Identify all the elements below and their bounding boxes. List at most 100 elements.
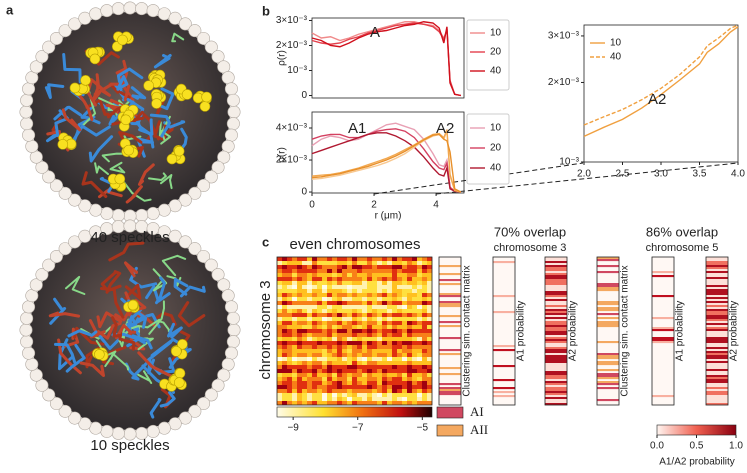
heatmap-cell — [282, 353, 288, 358]
heatmap-cell — [292, 321, 298, 326]
heatmap-cell — [302, 389, 308, 394]
heatmap-cell — [312, 385, 318, 390]
heatmap-cell — [312, 257, 318, 262]
heatmap-cell — [387, 389, 393, 394]
boundary-bead — [227, 105, 241, 119]
heatmap-cell — [292, 261, 298, 266]
heatmap-cell — [297, 365, 303, 370]
heatmap-cell — [387, 345, 393, 350]
heatmap-cell — [382, 389, 388, 394]
heatmap-cell — [307, 301, 313, 306]
heatmap-cell — [362, 337, 368, 342]
column-label: Clustering sim. contact matrix — [620, 265, 631, 396]
legend-label: 40 — [490, 163, 502, 174]
heatmap-cell — [287, 361, 293, 366]
heatmap-cell — [337, 373, 343, 378]
overlap: 70% overlap — [494, 224, 566, 239]
heatmap-cell — [347, 365, 353, 370]
heatmap-cell — [427, 361, 433, 366]
heatmap-cell — [317, 333, 323, 338]
heatmap-cell — [292, 265, 298, 270]
heatmap-cell — [302, 289, 308, 294]
heatmap-cell — [367, 309, 373, 314]
chromatin-fiber — [148, 300, 165, 335]
heatmap-cell — [307, 325, 313, 330]
heatmap-cell — [387, 397, 393, 402]
heatmap-cell — [377, 369, 383, 374]
boundary-bead — [58, 242, 72, 256]
y-tick-label: 2×10⁻³ — [548, 77, 580, 88]
heatmap-cell — [292, 301, 298, 306]
heatmap-cell — [352, 309, 358, 314]
heatmap-cell — [392, 321, 398, 326]
heatmap-cell — [382, 369, 388, 374]
heatmap-cell — [287, 393, 293, 398]
heatmap-cell — [357, 361, 363, 366]
heatmap-cell — [347, 385, 353, 390]
heatmap-cell — [367, 289, 373, 294]
data-line — [583, 26, 739, 138]
strip-band — [706, 319, 728, 322]
heatmap-cell — [407, 329, 413, 334]
heatmap-cell — [282, 297, 288, 302]
heatmap-cell — [407, 381, 413, 386]
boundary-bead — [42, 388, 56, 402]
heatmap-cell — [302, 285, 308, 290]
x-tick-label: 4.0 — [731, 169, 745, 180]
heatmap-cell — [352, 273, 358, 278]
heatmap-cell — [397, 321, 403, 326]
heatmap-cell — [402, 377, 408, 382]
heatmap-cell — [337, 265, 343, 270]
heatmap-cell — [337, 393, 343, 398]
heatmap-cell — [312, 309, 318, 314]
heatmap-cell — [327, 337, 333, 342]
heatmap-cell — [362, 401, 368, 406]
strip-band — [439, 367, 461, 370]
heatmap-cell — [372, 393, 378, 398]
strip-band — [597, 317, 619, 320]
heatmap-cell — [407, 293, 413, 298]
heatmap-cell — [382, 289, 388, 294]
heatmap-cell — [352, 293, 358, 298]
heatmap-cell — [347, 277, 353, 282]
heatmap-cell — [357, 337, 363, 342]
heatmap-cell — [392, 349, 398, 354]
heatmap-cell — [347, 269, 353, 274]
strip-band — [652, 327, 674, 330]
heatmap-cell — [417, 281, 423, 286]
heatmap-cell — [377, 273, 383, 278]
heatmap-cell — [317, 289, 323, 294]
heatmap-cell — [292, 389, 298, 394]
heatmap-cell — [282, 293, 288, 298]
strip-band — [439, 293, 461, 296]
heatmap-cell — [322, 333, 328, 338]
heatmap-cell — [287, 285, 293, 290]
heatmap-cell — [327, 317, 333, 322]
heatmap-cell — [327, 325, 333, 330]
heatmap-cell — [337, 337, 343, 342]
data-line — [311, 21, 462, 97]
strip-band — [706, 257, 728, 260]
overlap: 86% overlap — [646, 224, 718, 239]
strip-band — [652, 341, 674, 344]
heatmap-cell — [287, 329, 293, 334]
heatmap-cell — [382, 281, 388, 286]
boundary-bead — [197, 179, 211, 193]
heatmap-cell — [362, 285, 368, 290]
row-label: chromosome 3 — [257, 280, 274, 379]
heatmap-cell — [407, 373, 413, 378]
heatmap-cell — [312, 317, 318, 322]
strip-band — [545, 361, 567, 364]
heatmap-cell — [327, 365, 333, 370]
strip-band — [597, 283, 619, 286]
y-tick-label: 10⁻³ — [287, 65, 307, 76]
strip-band — [706, 331, 728, 334]
heatmap-cell — [292, 349, 298, 354]
heatmap-cell — [357, 333, 363, 338]
heatmap-cell — [382, 401, 388, 406]
heatmap-cell — [422, 285, 428, 290]
heatmap-cell — [422, 385, 428, 390]
heatmap-cell — [302, 293, 308, 298]
heatmap-cell — [337, 293, 343, 298]
chromatin-fiber — [57, 338, 82, 375]
